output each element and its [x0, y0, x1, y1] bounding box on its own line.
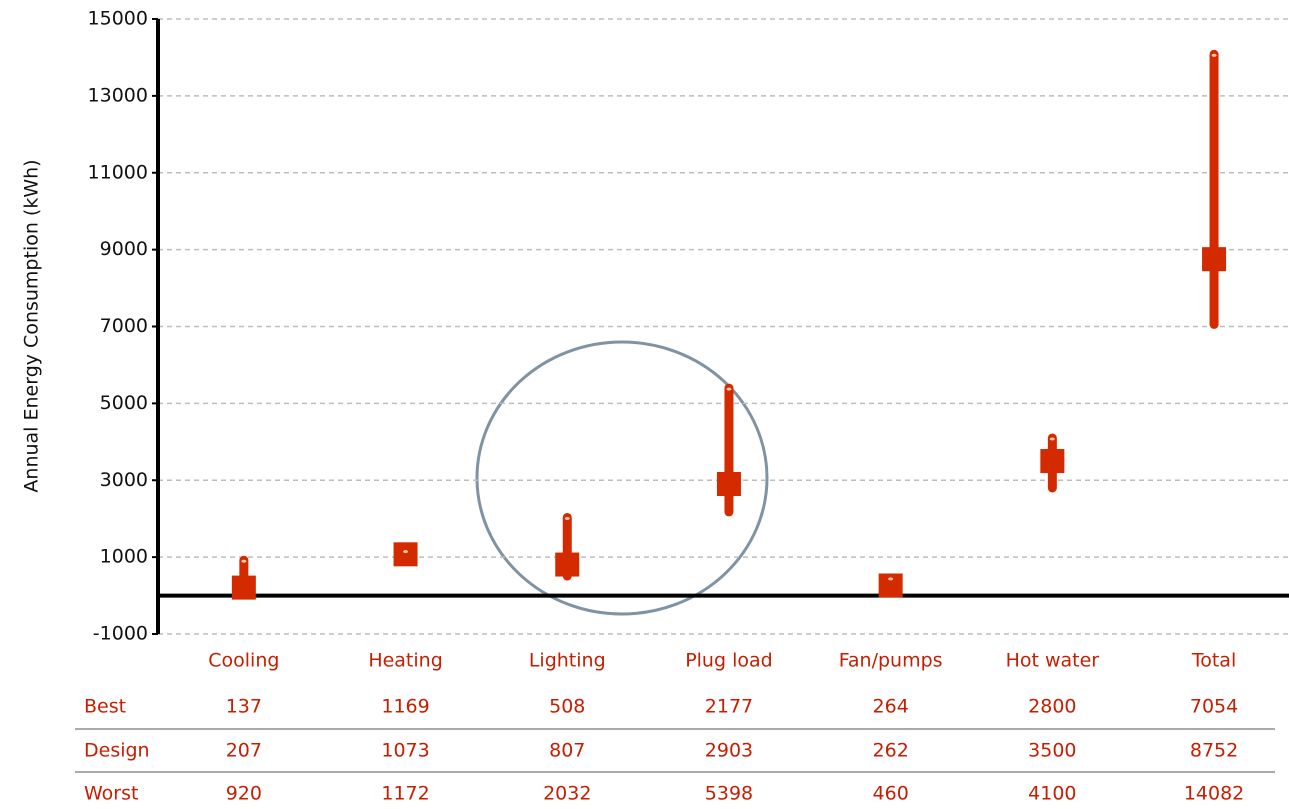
y-tick-label: -1000 [93, 623, 148, 645]
y-tick-label: 13000 [88, 84, 148, 106]
y-tick-label: 7000 [100, 315, 148, 337]
worst-dot [726, 387, 732, 391]
table-value: 1169 [381, 696, 429, 718]
x-tick-label: Cooling [208, 650, 279, 672]
design-marker [555, 552, 580, 577]
x-tick-label: Plug load [685, 650, 773, 672]
table-value: 2177 [705, 696, 753, 718]
worst-dot [1049, 437, 1055, 441]
table-value: 920 [226, 783, 262, 805]
worst-dot [888, 577, 894, 581]
table-value: 264 [873, 696, 909, 718]
x-tick-label: Fan/pumps [839, 650, 943, 672]
design-marker [878, 573, 903, 598]
table-value: 4100 [1028, 783, 1076, 805]
worst-dot [241, 559, 247, 563]
highlight-circle [475, 340, 769, 616]
row-label: Best [84, 696, 126, 718]
x-tick-label: Total [1191, 650, 1236, 672]
table-value: 8752 [1190, 740, 1238, 762]
table-value: 5398 [705, 783, 753, 805]
design-marker [393, 542, 418, 567]
x-tick-label: Hot water [1006, 650, 1100, 672]
table-value: 807 [549, 740, 585, 762]
table-value: 2903 [705, 740, 753, 762]
table-value: 508 [549, 696, 585, 718]
table-value: 262 [873, 740, 909, 762]
table-value: 1073 [381, 740, 429, 762]
table-value: 7054 [1190, 696, 1238, 718]
row-label: Worst [84, 783, 138, 805]
y-tick-label: 15000 [88, 8, 148, 30]
row-label: Design [84, 740, 150, 762]
design-marker [231, 575, 256, 600]
y-tick-label: 9000 [100, 238, 148, 260]
table-value: 14082 [1184, 783, 1244, 805]
table-value: 137 [226, 696, 262, 718]
y-tick-label: 11000 [88, 161, 148, 183]
y-tick-label: 5000 [100, 392, 148, 414]
y-axis-label: Annual Energy Consumption (kWh) [21, 159, 43, 492]
design-marker [1202, 247, 1227, 272]
worst-dot [403, 550, 409, 554]
y-tick-label: 1000 [100, 546, 148, 568]
table-value: 207 [226, 740, 262, 762]
worst-dot [564, 516, 570, 520]
table-value: 2800 [1028, 696, 1076, 718]
worst-dot [1211, 53, 1217, 57]
x-tick-label: Heating [368, 650, 442, 672]
table-value: 460 [873, 783, 909, 805]
y-tick-label: 3000 [100, 469, 148, 491]
table-value: 1172 [381, 783, 429, 805]
design-marker [1040, 449, 1065, 474]
table-value: 2032 [543, 783, 591, 805]
design-marker [716, 471, 741, 496]
x-tick-label: Lighting [529, 650, 606, 672]
table-value: 3500 [1028, 740, 1076, 762]
